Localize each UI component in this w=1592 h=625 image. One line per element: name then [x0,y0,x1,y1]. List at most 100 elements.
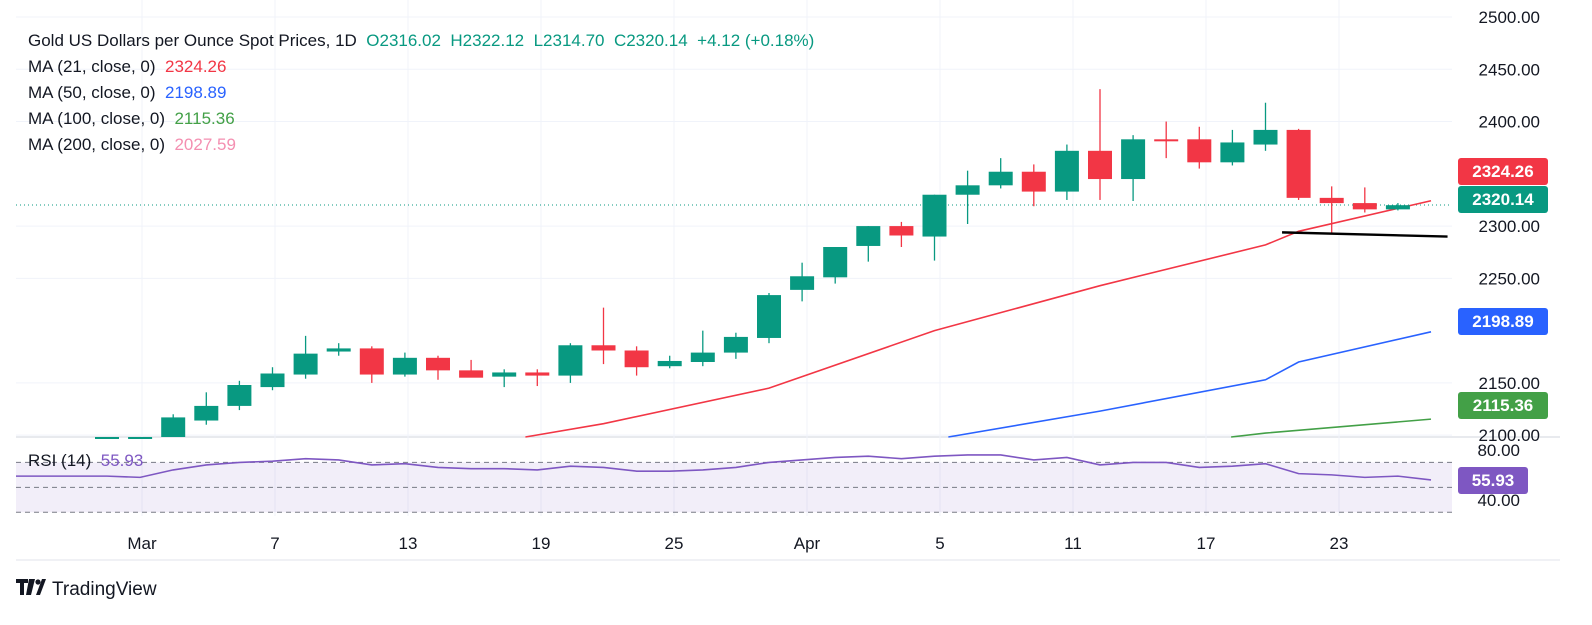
candle [459,359,484,378]
candle [1352,187,1377,213]
ohlc-open-value: O2316.02 [366,31,441,50]
candle-body [426,357,450,371]
candle [1253,102,1278,151]
time-tick-label: 19 [532,534,551,553]
ma-line [948,331,1432,438]
candle [988,158,1013,189]
candle [856,226,881,262]
candle-body [1319,197,1344,204]
ma-row-200: MA (200, close, 0) 2027.59 [28,132,814,158]
price-axis-badge: 2115.36 [1458,392,1548,419]
ma-label: MA (50, close, 0) [28,83,156,102]
time-tick-label: Apr [794,534,821,553]
candle [922,194,947,261]
time-tick-label: 25 [665,534,684,553]
candle-body [1286,129,1311,198]
time-tick-label: 17 [1197,534,1216,553]
candle [426,355,450,380]
price-tick-label: 2500.00 [1479,8,1540,27]
rsi-tick-label: 80.00 [1477,441,1520,460]
candle [326,343,351,356]
price-badge-bg [1458,392,1548,419]
candle [161,414,186,437]
candle-body [955,185,980,195]
time-tick-label: 5 [935,534,944,553]
ma-line [1231,418,1432,438]
time-tick-label: 7 [270,534,279,553]
price-tick-label: 2400.00 [1479,113,1540,132]
candle-body [161,417,186,437]
ma-row-21: MA (21, close, 0) 2324.26 [28,54,814,80]
ma-value: 2115.36 [174,109,235,128]
symbol-title: Gold US Dollars per Ounce Spot Prices, 1… [28,31,357,50]
ohlc-close-value: C2320.14 [613,31,688,50]
rsi-label: RSI (14) [28,451,92,470]
rsi-pane [16,454,1452,513]
price-badge-bg [1458,158,1548,185]
time-tick-label: 11 [1064,534,1082,553]
candle-body [128,437,153,439]
candle [823,247,848,284]
ma-row-100: MA (100, close, 0) 2115.36 [28,106,814,132]
price-badge-bg [1458,308,1548,335]
rsi-line [16,454,1432,481]
candle-body [326,348,351,352]
candle-body [790,276,815,290]
rsi-legend: RSI (14) 55.93 [28,451,143,471]
price-badge-text: 2320.14 [1472,190,1534,209]
candle-body [690,352,715,362]
candle [1154,121,1179,159]
candle-body [1088,150,1112,180]
candle [95,437,119,439]
price-badge-text: 2198.89 [1472,312,1533,331]
rsi-tick-label: 40.00 [1477,491,1520,510]
candle-body [492,372,517,377]
candle [1088,89,1112,200]
candle-body [1220,142,1245,163]
candle [194,392,219,425]
rsi-badge-bg [1458,466,1528,494]
candle-body [1021,171,1046,192]
candle [889,221,914,247]
ma-value: 2198.89 [165,83,227,102]
candle-body [922,194,947,237]
candle-body [1054,150,1079,192]
grid [16,0,1560,561]
symbol-row: Gold US Dollars per Ounce Spot Prices, 1… [28,28,814,54]
tradingview-logo-text: TradingView [52,578,157,600]
candle [1385,203,1410,211]
candle [293,335,318,379]
candle [1054,144,1079,200]
candle [1187,126,1212,169]
candle [790,262,815,302]
price-tick-label: 2300.00 [1479,217,1540,236]
candle-body [194,405,219,421]
candle [757,293,781,344]
price-tick-label: 2100.00 [1479,426,1540,445]
ohlc-high-label: H2322.12 [450,31,524,50]
candle-body [988,171,1013,186]
time-tick-label: 13 [399,534,418,553]
candle [227,380,252,411]
candle [1220,129,1245,166]
candle-body [1154,139,1179,142]
candle-body [525,372,550,376]
support-line [1282,231,1448,238]
candle-body [459,370,484,378]
candle-body [392,357,417,375]
ohlc-close-label: C2320.14 [614,31,688,50]
ohlc-low-label: L2314.70 [534,31,605,50]
moving-average-lines [525,199,1432,438]
candle [558,343,583,383]
price-tick-label: 2450.00 [1479,60,1540,79]
price-badge-text: 2324.26 [1472,162,1533,181]
price-axis-badge: 2320.14 [1458,186,1548,213]
rsi-band [16,462,1452,513]
candle [128,437,153,439]
candle [591,307,616,365]
candle-body [227,385,252,406]
candle-body [1352,203,1377,210]
candle-body [624,350,649,368]
ma-value: 2324.26 [165,57,227,76]
